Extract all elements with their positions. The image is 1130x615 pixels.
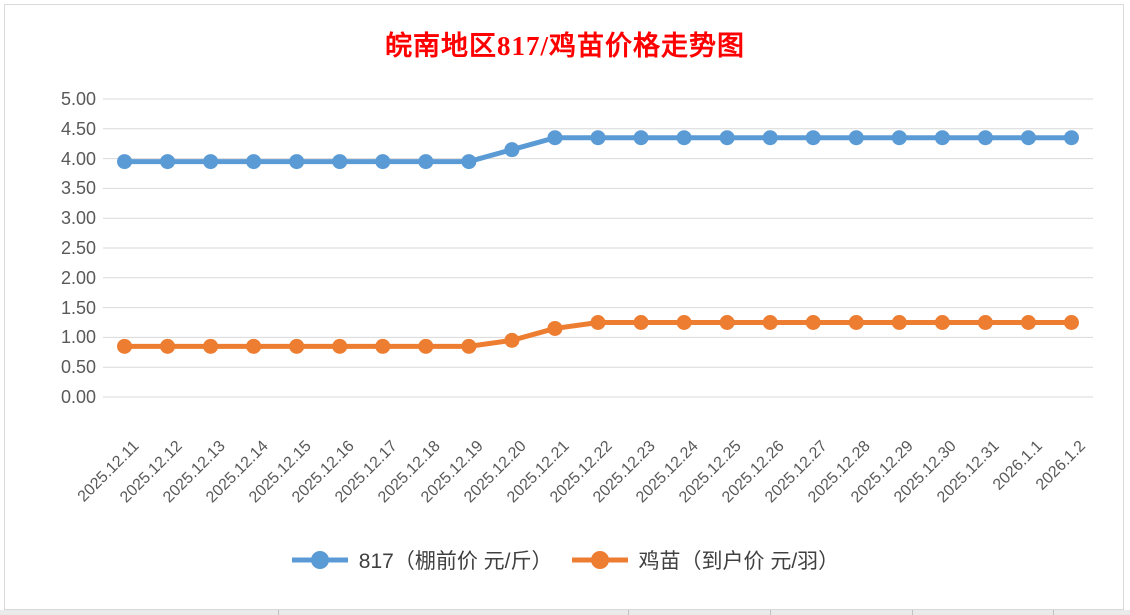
- data-point-marker: [375, 338, 391, 354]
- data-point-marker: [418, 338, 434, 354]
- data-point-marker: [332, 154, 348, 170]
- legend-label-817: 817（棚前价 元/斤）: [358, 550, 553, 573]
- data-point-marker: [977, 315, 993, 330]
- data-point-marker: [547, 320, 563, 336]
- data-point-marker: [676, 315, 692, 330]
- y-tick-label: 2.50: [60, 238, 96, 258]
- data-point-marker: [375, 154, 391, 170]
- data-point-marker: [934, 315, 950, 330]
- data-point-marker: [1063, 130, 1079, 146]
- legend-label-jimiao: 鸡苗（到户价 元/羽）: [638, 550, 840, 573]
- data-point-marker: [117, 154, 133, 170]
- data-point-marker: [289, 338, 305, 354]
- y-tick-label: 3.50: [60, 178, 96, 199]
- spreadsheet-row-strip: [0, 610, 1130, 615]
- data-point-marker: [848, 130, 864, 146]
- legend: 817（棚前价 元/斤） 鸡苗（到户价 元/羽）: [0, 545, 1130, 575]
- data-point-marker: [762, 315, 778, 330]
- y-tick-label: 1.00: [60, 327, 96, 348]
- chart-title: 皖南地区817/鸡苗价格走势图: [384, 31, 745, 61]
- spreadsheet-cell-divider: [1053, 610, 1054, 615]
- y-tick-label: 4.00: [60, 148, 96, 169]
- data-point-marker: [676, 130, 692, 146]
- data-point-marker: [504, 142, 520, 158]
- data-point-marker: [547, 130, 563, 146]
- data-point-marker: [848, 315, 864, 330]
- data-point-marker: [805, 130, 821, 146]
- data-point-marker: [590, 130, 606, 146]
- data-point-marker: [117, 338, 133, 354]
- data-point-marker: [160, 154, 176, 170]
- data-point-marker: [934, 130, 950, 146]
- data-point-marker: [246, 154, 262, 170]
- y-tick-label: 3.00: [60, 208, 96, 229]
- legend-item-817: 817（棚前价 元/斤）: [291, 545, 553, 575]
- data-point-marker: [1020, 315, 1036, 330]
- data-point-marker: [160, 338, 176, 354]
- y-tick-label: 4.50: [60, 118, 96, 139]
- data-point-marker: [633, 130, 649, 146]
- legend-item-jimiao: 鸡苗（到户价 元/羽）: [571, 545, 840, 575]
- y-tick-label: 1.50: [60, 297, 96, 318]
- spreadsheet-cell-divider: [770, 610, 771, 615]
- data-point-marker: [289, 154, 305, 170]
- y-tick-label: 0.50: [60, 357, 96, 378]
- legend-marker-jimiao-icon: [571, 551, 628, 569]
- data-point-marker: [203, 154, 219, 170]
- data-point-marker: [590, 315, 606, 330]
- y-tick-label: 5.00: [60, 89, 96, 109]
- data-point-marker: [1020, 130, 1036, 146]
- y-tick-label: 0.00: [60, 387, 96, 407]
- gridlines: [103, 98, 1093, 398]
- spreadsheet-cell-divider: [912, 610, 913, 615]
- data-point-marker: [719, 130, 735, 146]
- data-point-marker: [1063, 315, 1079, 330]
- data-point-marker: [805, 315, 821, 330]
- data-point-marker: [418, 154, 434, 170]
- data-point-marker: [891, 315, 907, 330]
- series-lines: [117, 130, 1079, 354]
- data-point-marker: [633, 315, 649, 330]
- spreadsheet-cell-divider: [628, 610, 629, 615]
- data-point-marker: [504, 332, 520, 348]
- y-tick-label: 2.00: [60, 267, 96, 288]
- spreadsheet-cell-divider: [278, 610, 279, 615]
- data-point-marker: [891, 130, 907, 146]
- data-point-marker: [203, 338, 219, 354]
- data-point-marker: [246, 338, 262, 354]
- legend-marker-817-icon: [291, 551, 348, 569]
- data-point-marker: [461, 338, 477, 354]
- data-point-marker: [332, 338, 348, 354]
- data-point-marker: [719, 315, 735, 330]
- data-point-marker: [461, 154, 477, 170]
- data-point-marker: [762, 130, 778, 146]
- data-point-marker: [977, 130, 993, 146]
